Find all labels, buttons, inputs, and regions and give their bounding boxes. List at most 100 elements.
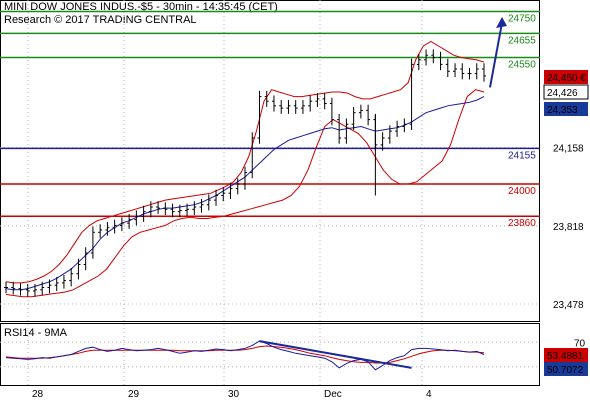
price-bar (54, 277, 59, 291)
price-bar (112, 219, 117, 234)
price-bar (69, 267, 74, 287)
rsi-value-tag-label: 50.7072 (547, 365, 584, 376)
y-tick-label: 23,478 (553, 300, 584, 311)
price-tag-box (544, 102, 588, 116)
rsi-panel-frame (0, 323, 540, 386)
y-tick-label: 23,818 (553, 222, 584, 233)
price-bar (134, 210, 139, 226)
price-bar (141, 205, 146, 222)
price-tag-box (544, 70, 588, 84)
price-tag-box (543, 84, 589, 100)
price-bar (127, 213, 132, 229)
price-bar (221, 187, 226, 202)
price-bar (18, 282, 23, 296)
price-bar (264, 90, 269, 107)
x-tick-label: 4 (426, 389, 432, 400)
rsi-value-tag-box (544, 348, 588, 362)
price-tag-label: 24,426 (547, 88, 578, 99)
price-bar (329, 97, 334, 126)
level-label-resistance: 24750 (508, 14, 536, 25)
price-bar (199, 198, 204, 213)
price-bar (351, 106, 356, 130)
price-bar (286, 100, 291, 114)
price-bar (11, 281, 16, 295)
price-panel-frame (0, 0, 540, 322)
price-bar (344, 118, 349, 144)
price-bar (293, 100, 298, 114)
price-bar (228, 182, 233, 199)
price-bar (214, 189, 219, 206)
price-bar (105, 221, 110, 236)
price-bar (271, 95, 276, 112)
price-bar (185, 203, 190, 217)
price-bar (402, 118, 407, 133)
price-bar (279, 100, 284, 114)
moving-average-line (5, 96, 485, 291)
rsi-value-tag-box (544, 362, 588, 376)
price-bar (90, 226, 95, 259)
price-bar (358, 104, 363, 119)
price-bar (170, 203, 175, 218)
y-tick-label: 24,158 (553, 144, 584, 155)
level-label-support: 23860 (508, 218, 536, 229)
price-bar (32, 284, 37, 297)
rsi-ma-line (5, 345, 485, 364)
price-bar (235, 178, 240, 195)
price-bar (76, 258, 81, 280)
price-bar (366, 104, 371, 126)
price-bar (395, 120, 400, 137)
x-tick-label: 28 (32, 389, 44, 400)
x-tick-label: 29 (128, 389, 140, 400)
price-bar (387, 125, 392, 144)
price-bar (163, 202, 168, 216)
price-bar (40, 281, 45, 296)
x-tick-label: Dec (324, 389, 342, 400)
price-bar (380, 132, 385, 151)
rsi-title: RSI14 - 9MA (4, 327, 67, 339)
projection-arrow-line (489, 22, 503, 88)
price-bar (206, 194, 211, 211)
price-bar (47, 279, 52, 294)
price-bar (119, 217, 124, 232)
chart-subtitle: Research © 2017 TRADING CENTRAL (4, 14, 197, 26)
price-bar (445, 58, 450, 78)
projection-arrow-head (496, 17, 507, 28)
price-bar (482, 63, 486, 82)
price-bar (337, 113, 342, 144)
price-bar (300, 100, 305, 114)
price-bar (424, 49, 429, 66)
price-bar (243, 166, 247, 190)
chart-title: MINI DOW JONES INDUS.-$5 - 30min - 14:35… (4, 1, 278, 13)
price-bar (322, 93, 327, 110)
level-label-resistance: 24655 (508, 35, 536, 46)
level-label-support: 24000 (508, 186, 536, 197)
price-bar (474, 63, 479, 80)
rsi-line (5, 340, 485, 371)
price-bar (409, 58, 414, 130)
price-bar (192, 201, 197, 216)
rsi-trendline (259, 340, 412, 369)
price-bar (156, 201, 161, 214)
price-bar (83, 247, 88, 271)
price-bar (177, 204, 182, 218)
price-bar (25, 284, 30, 297)
bollinger-lower-line (5, 89, 485, 298)
price-bar (98, 224, 103, 239)
price-bar (460, 63, 465, 80)
price-bar (438, 51, 443, 71)
rsi-value-tag-label: 53.4881 (547, 351, 584, 362)
price-bar (148, 201, 153, 218)
price-tag-label: 24,450 € (547, 73, 586, 84)
price-bar (431, 49, 436, 64)
price-bar (416, 54, 421, 71)
price-bar (315, 93, 320, 107)
price-bar (308, 95, 313, 112)
bollinger-upper-line (5, 40, 485, 284)
x-tick-label: 30 (228, 389, 240, 400)
price-tag-label: 24,353 (547, 105, 578, 116)
price-bar (257, 90, 262, 144)
price-bar (453, 63, 458, 78)
level-label-pivot: 24155 (508, 150, 536, 161)
rsi-tick-label: 70 (574, 338, 586, 349)
